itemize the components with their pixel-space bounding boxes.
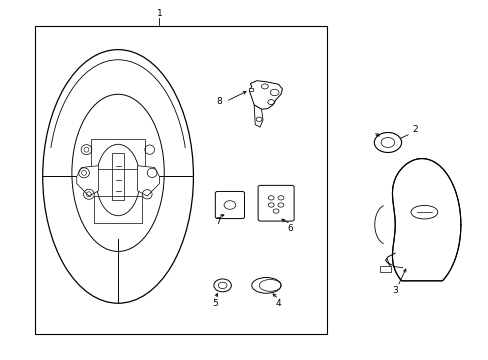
Polygon shape [77, 166, 99, 196]
Text: 1: 1 [156, 9, 162, 18]
Polygon shape [249, 81, 282, 109]
Polygon shape [392, 158, 460, 281]
Text: 6: 6 [287, 224, 293, 233]
Text: 8: 8 [216, 97, 222, 106]
Text: 5: 5 [212, 299, 218, 308]
Text: 2: 2 [412, 126, 418, 135]
Text: 7: 7 [214, 217, 220, 226]
Polygon shape [137, 166, 159, 196]
Text: 4: 4 [275, 299, 281, 308]
Polygon shape [254, 105, 263, 127]
Polygon shape [249, 88, 253, 91]
Bar [35, 26, 326, 334]
Text: 3: 3 [391, 286, 397, 295]
